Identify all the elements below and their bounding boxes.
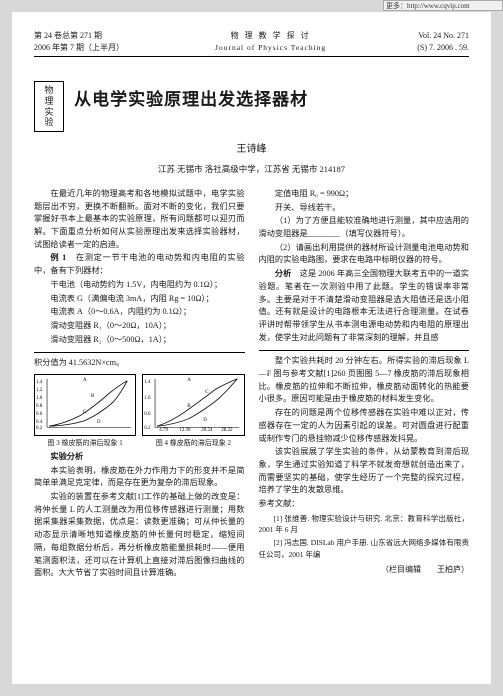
vol-issue-cn: 第 24 卷总第 271 期 (34, 30, 124, 42)
section-divider (34, 352, 245, 353)
analysis-heading: 实验分析 (34, 451, 245, 464)
integral-value: 积分值为 41.5632N×cm。 (34, 357, 245, 370)
left-column: 在最近几年的物理高考和各地模拟试题中，电学实验题层出不穷，更换不断翻新。面对不断… (34, 188, 245, 581)
vol-issue-en: Vol. 24 No. 271 (417, 30, 469, 42)
item-battery: 干电池（电动势约为 1.5V，内电阻约为 0.1Ω）； (34, 279, 245, 292)
figure-row: A B C D 1.4 1.2 1.0 0.8 0.6 0.4 0.2 (34, 374, 245, 436)
analysis-label: 分析 (275, 269, 292, 278)
journal-title-cn: 物 理 教 学 探 讨 (215, 30, 326, 42)
title-row: 物 理 实 验 从电学实验原理出发选择器材 (34, 67, 469, 132)
analysis-para: 分析 这是 2006 年高三全国物理大联考五中的一道实验题。笔者在一次测验中用了… (259, 268, 470, 344)
item-rheostat-2: 滑动变阻器 R₂（0～500Ω，1A）； (34, 334, 245, 347)
affiliation: 江苏 无锡市 洛社高级中学，江苏省 无锡市 214187 (34, 163, 469, 176)
item-rheostat-1: 滑动变阻器 R₁（0～20Ω，10A）； (34, 320, 245, 333)
badge-line2: 实 验 (44, 107, 53, 128)
journal-title-en: Journal of Physics Teaching (215, 42, 326, 53)
para-r2: 存在的问题是两个位移传感器在实验中难以正对，传感器存在一定的人为因素引起的误差。… (259, 407, 470, 445)
article-title: 从电学实验原理出发选择器材 (74, 87, 308, 113)
item-fixed-resistor: 定值电阻 R₀ = 990Ω； (259, 188, 470, 201)
page-number: (S) 7. 2006 . 59. (417, 42, 469, 54)
item-switch-wires: 开关、导线若干。 (259, 202, 470, 215)
figure-4: A C B D 1.4 1.0 0.6 0.2 4.79 12.30 20.24… (142, 374, 244, 436)
date-cn: 2006 年第 7 期（上半月） (34, 42, 124, 54)
fig3-caption: 图 3 橡皮筋的滞后现象 1 (34, 438, 136, 449)
example-1: 例 1 在测定一节干电池的电动势和内电阻的实验中，备有下列器材： (34, 252, 245, 277)
browser-url-bar: 更多：http://www.cqvip.com (383, 0, 503, 11)
right-column: 定值电阻 R₀ = 990Ω； 开关、导线若干。 （1）为了方便且能较准确地进行… (259, 188, 470, 581)
section-badge: 物 理 实 验 (34, 81, 64, 132)
example-label: 例 1 (50, 253, 66, 262)
figure-3: A B C D 1.4 1.2 1.0 0.8 0.6 0.4 0.2 (34, 374, 136, 436)
author: 王诗峰 (34, 142, 469, 157)
figure-captions: 图 3 橡皮筋的滞后现象 1 图 4 橡皮筋的滞后现象 2 (34, 438, 245, 449)
para-r3: 该实验展展了学生实验的条件，从幼蒙教育到滞后现象，学生通过实验知道了科学不就发奇… (259, 446, 470, 497)
question-2: （2）请画出利用提供的器材所设计测量电池电动势和内阻的实验电路图，要求在电路中标… (259, 242, 470, 267)
page-header: 第 24 卷总第 271 期 2006 年第 7 期（上半月） 物 理 教 学 … (34, 30, 469, 57)
para-analysis-2: 实验的装置在参考文献[1]工作的基础上做的改变是：将仲长量 L 的人工测量改为用… (34, 491, 245, 580)
para-r1: 整个实验共耗时 20 分钟左右。所得实验的滞后现象 L—F 图与参考文献[1]2… (259, 355, 470, 406)
para-analysis-1: 本实验表明，橡皮筋在外力作用力下的形变并不是简简单单满足克定律，而是存在更为复杂… (34, 465, 245, 490)
reference-2: [2] 冯志国. DISLab 用户手册. 山东省远大网络多媒体有限责任公司，2… (259, 537, 470, 560)
item-ammeter: 电流表 A（0～0.6A，内阻约为 0.1Ω）； (34, 306, 245, 319)
section-divider-right (259, 350, 470, 351)
badge-line1: 物 理 (44, 85, 53, 106)
journal-page: 第 24 卷总第 271 期 2006 年第 7 期（上半月） 物 理 教 学 … (12, 12, 491, 684)
question-1: （1）为了方便且能较准确地进行测量，其中应选用的滑动变阻器是________（填… (259, 215, 470, 240)
analysis-text: 这是 2006 年高三全国物理大联考五中的一道实验题。笔者在一次测验中用了此题。… (259, 269, 470, 342)
item-galvanometer: 电流表 G（满偏电流 3mA，内阻 Rg = 10Ω）； (34, 293, 245, 306)
body-columns: 在最近几年的物理高考和各地模拟试题中，电学实验题层出不穷，更换不断翻新。面对不断… (34, 188, 469, 581)
column-editor: （栏目编辑 王柏庐） (259, 564, 470, 576)
para-intro: 在最近几年的物理高考和各地模拟试题中，电学实验题层出不穷，更换不断翻新。面对不断… (34, 188, 245, 252)
references-heading: 参考文献： (259, 498, 470, 511)
example-text: 在测定一节干电池的电动势和内电阻的实验中，备有下列器材： (34, 253, 244, 275)
reference-1: [1] 张维善. 物理实验设计与研究. 北京：教育科学出版社，2001 年 6 … (259, 513, 470, 536)
fig4-caption: 图 4 橡皮筋的滞后现象 2 (142, 438, 244, 449)
